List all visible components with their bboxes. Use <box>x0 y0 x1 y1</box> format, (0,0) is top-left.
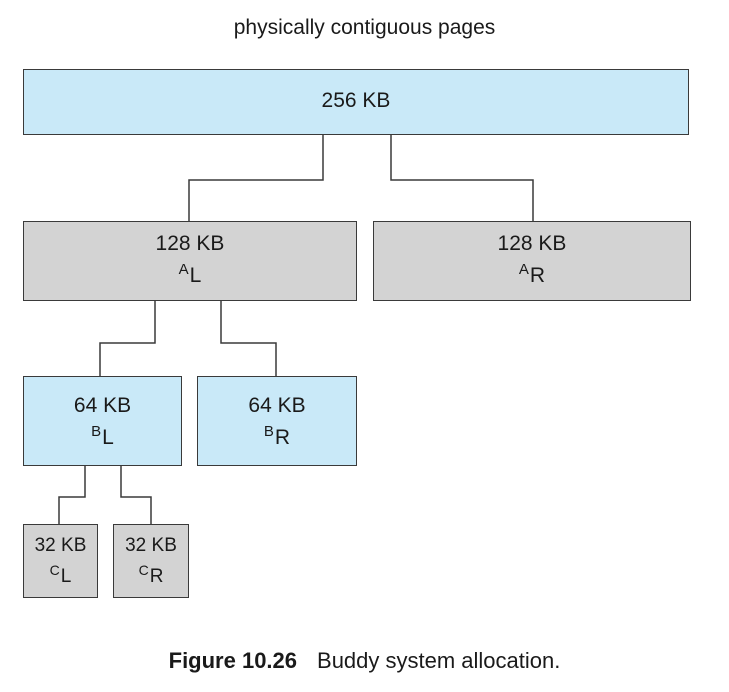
block-name-label: BL <box>24 420 181 450</box>
block-32kb-cr: 32 KB CR <box>113 524 189 598</box>
block-letter: C <box>49 562 60 578</box>
diagram-heading: physically contiguous pages <box>233 16 496 39</box>
block-side: R <box>274 426 291 449</box>
block-size-label: 128 KB <box>155 232 225 255</box>
block-size-label: 256 KB <box>321 89 391 112</box>
block-128kb-al: 128 KB AL <box>23 221 357 301</box>
block-32kb-cl: 32 KB CL <box>23 524 98 598</box>
block-letter: A <box>518 261 529 278</box>
connector-a-left-to-b-right <box>220 300 277 376</box>
block-letter: A <box>178 261 189 278</box>
block-name-label: CR <box>114 559 188 588</box>
block-side: L <box>102 426 114 449</box>
figure-number: Figure 10.26 <box>168 648 298 673</box>
block-size-label: 64 KB <box>73 394 132 417</box>
block-256kb: 256 KB <box>23 69 689 135</box>
figure-caption: Figure 10.26 Buddy system allocation. <box>0 648 729 674</box>
block-size-label: 64 KB <box>248 394 306 417</box>
figure-caption-text: Buddy system allocation. <box>317 648 561 673</box>
connector-b-left-to-c-left <box>58 465 86 524</box>
connector-b-left-to-c-right <box>120 465 152 524</box>
connector-a-left-to-b-left <box>99 300 156 376</box>
block-name-label: AR <box>374 258 690 288</box>
block-size-label: 32 KB <box>34 535 87 556</box>
block-letter: B <box>263 423 274 440</box>
block-side: R <box>149 566 164 587</box>
block-name-label: BR <box>198 420 356 450</box>
block-128kb-ar: 128 KB AR <box>373 221 691 301</box>
connector-root-to-a-right <box>390 134 534 221</box>
block-letter: B <box>91 423 102 440</box>
block-64kb-bl: 64 KB BL <box>23 376 182 466</box>
connector-root-to-a-left <box>188 134 324 221</box>
block-side: L <box>189 264 202 287</box>
block-side: R <box>529 264 546 287</box>
block-size-label: 128 KB <box>497 232 567 255</box>
block-size-label: 32 KB <box>125 535 177 556</box>
block-letter: C <box>138 562 149 578</box>
block-64kb-br: 64 KB BR <box>197 376 357 466</box>
block-name-label: AL <box>24 258 356 288</box>
block-side: L <box>60 566 72 587</box>
block-name-label: CL <box>24 559 97 588</box>
